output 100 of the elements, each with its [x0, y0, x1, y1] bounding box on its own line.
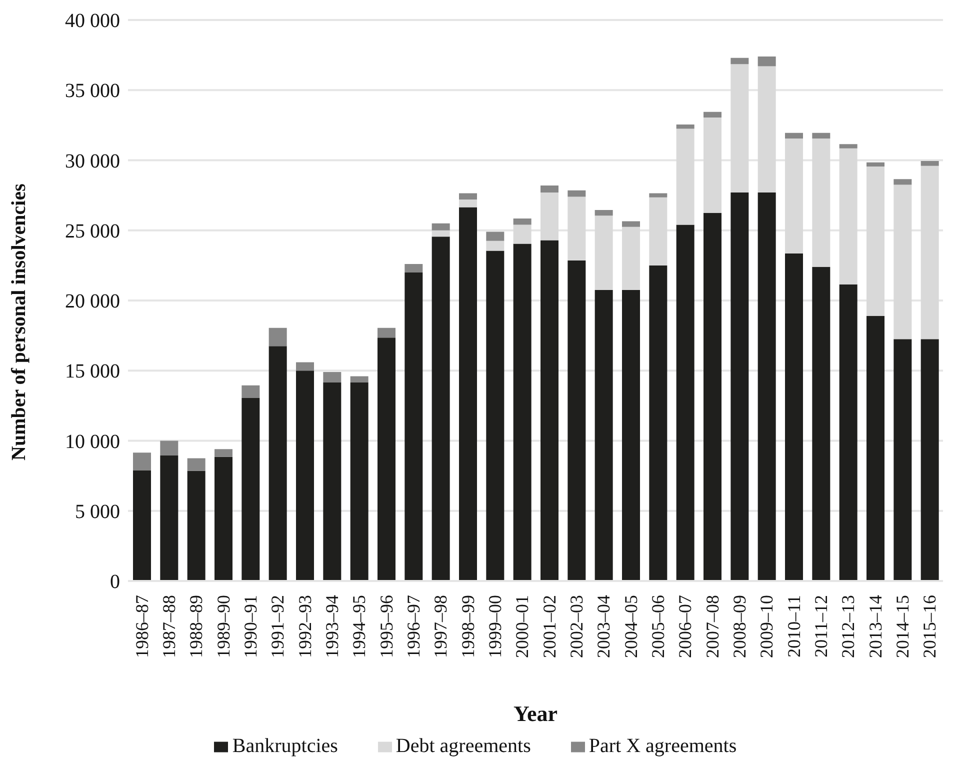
bar	[866, 316, 884, 581]
bar	[513, 244, 532, 581]
x-tick-label: 2015–16	[920, 595, 940, 658]
bar	[812, 132, 830, 139]
bar	[296, 370, 314, 581]
bar	[459, 200, 477, 208]
bar	[839, 284, 858, 581]
x-tick-label: 2012–13	[838, 595, 858, 658]
bar	[594, 290, 613, 581]
x-tick-label: 1992–93	[294, 595, 315, 658]
bar	[730, 192, 749, 581]
bar	[404, 272, 423, 581]
x-tick-label: 1988–89	[186, 595, 206, 658]
bar	[350, 376, 368, 383]
x-tick-label: 2008–09	[730, 595, 750, 658]
y-axis-title: Number of personal insolvencies	[8, 183, 30, 460]
bar	[676, 124, 694, 129]
x-tick-label: 1999–00	[485, 595, 506, 658]
bar	[894, 179, 912, 185]
y-tick-label: 0	[110, 571, 120, 594]
bar	[486, 240, 504, 251]
x-tick-label: 1995–96	[376, 595, 396, 658]
bar	[758, 56, 776, 66]
x-tick-label: 2006–07	[675, 595, 696, 658]
x-tick-label: 2013–14	[865, 595, 886, 658]
bar	[568, 260, 586, 581]
y-tick-label: 25 000	[65, 220, 120, 242]
bar	[214, 456, 232, 581]
bar	[622, 290, 640, 581]
x-tick-label: 2001–02	[539, 595, 560, 658]
y-tick-label: 10 000	[65, 430, 120, 453]
bar	[622, 221, 640, 227]
bar	[296, 362, 314, 371]
bar	[378, 338, 396, 581]
bar	[920, 160, 939, 166]
bar	[133, 452, 151, 470]
bar	[866, 162, 884, 167]
x-tick-label: 1989–90	[213, 595, 234, 658]
x-tick-label: 2010–11	[784, 595, 804, 658]
legend-label: Bankruptcies	[232, 735, 338, 757]
bar	[486, 250, 504, 581]
bar	[268, 328, 287, 346]
x-tick-label: 2007–08	[702, 595, 722, 658]
bar	[133, 470, 151, 581]
bar	[160, 455, 178, 581]
bar	[649, 265, 668, 581]
bar	[323, 372, 342, 383]
bar	[404, 264, 423, 272]
bar	[704, 212, 722, 581]
bar	[187, 470, 206, 581]
bar	[242, 398, 260, 581]
x-tick-label: 1991–92	[268, 595, 288, 658]
bar	[268, 346, 287, 581]
bar	[704, 112, 722, 118]
x-tick-label: 1993–94	[322, 595, 342, 658]
bar	[758, 192, 776, 581]
bar	[214, 449, 232, 457]
bar	[378, 328, 396, 338]
x-axis-title: Year	[514, 701, 558, 726]
x-tick-label: 1994–95	[349, 595, 370, 658]
bar	[432, 223, 450, 230]
bar	[894, 339, 912, 581]
x-tick-label: 2004–05	[620, 595, 641, 658]
bar	[785, 132, 803, 139]
bar	[187, 458, 206, 471]
bar	[785, 254, 803, 581]
x-tick-label: 1987–88	[159, 595, 180, 658]
bar	[920, 339, 939, 581]
x-tick-label: 2000–01	[512, 595, 532, 658]
x-tick-label: 1990–91	[240, 595, 261, 658]
x-tick-label: 2005–06	[648, 595, 668, 658]
bar	[540, 185, 558, 193]
bar	[540, 240, 558, 581]
bar	[839, 144, 858, 148]
bar	[568, 190, 586, 197]
x-tick-label: 2014–15	[892, 595, 913, 658]
y-tick-label: 20 000	[65, 290, 120, 313]
bar	[513, 218, 532, 225]
x-tick-label: 1998–99	[458, 595, 478, 658]
bar	[459, 207, 477, 581]
bar	[432, 236, 450, 581]
x-tick-label: 1996–97	[404, 595, 424, 658]
bar	[649, 193, 668, 198]
bar	[350, 382, 368, 581]
bar	[676, 224, 694, 581]
bar	[459, 193, 477, 200]
bar	[486, 232, 504, 241]
y-tick-label: 15 000	[65, 360, 120, 383]
x-tick-label: 2002–03	[566, 595, 587, 658]
bar	[323, 382, 342, 581]
y-tick-label: 35 000	[65, 80, 120, 102]
y-tick-label: 30 000	[65, 150, 120, 172]
bar	[730, 58, 749, 64]
legend-label: Debt agreements	[396, 735, 531, 757]
x-tick-label: 2011–12	[811, 595, 832, 658]
bar	[812, 266, 830, 581]
bar	[242, 385, 260, 398]
x-tick-label: 1986–87	[132, 595, 152, 658]
x-tick-label: 2003–04	[594, 595, 614, 658]
x-tick-label: 1997–98	[430, 595, 451, 658]
